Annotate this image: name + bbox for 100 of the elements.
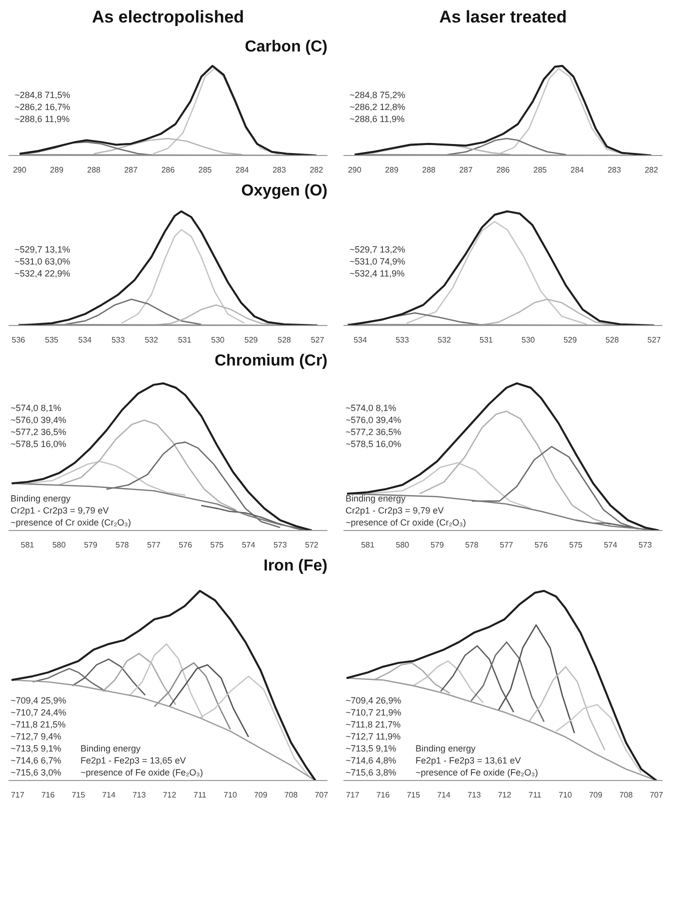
annotation: Binding energy <box>80 744 142 754</box>
annotation: Cr2p1 - Cr2p3 = 9,79 eV <box>10 506 109 516</box>
x-tick-label: 289 <box>50 166 64 174</box>
x-tick-label: 532 <box>438 336 452 344</box>
chart-subtitle: Iron (Fe) <box>264 558 328 574</box>
x-tick-label: 284 <box>236 166 250 174</box>
x-tick-label: 529 <box>244 336 258 344</box>
annotation: ~288,6 11,9% <box>350 114 405 124</box>
chart-subtitle: Oxygen (O) <box>241 182 328 200</box>
x-tick-label: 715 <box>406 790 421 800</box>
annotation: ~715,6 3,0% <box>10 768 62 778</box>
annotation: Binding energy <box>416 744 476 754</box>
annotation: Binding energy <box>346 494 406 504</box>
x-tick-label: 711 <box>194 790 207 800</box>
chart-subtitle: Carbon (C) <box>244 38 328 56</box>
annotation: ~576,0 39,4% <box>10 414 66 425</box>
x-tick-label: 287 <box>459 166 474 174</box>
annotation: ~578,5 16,0% <box>346 438 402 449</box>
annotation: ~531,0 63,0% <box>14 256 70 267</box>
annotation: ~286,2 16,7% <box>14 102 70 112</box>
annotation: Fe2p1 - Fe2p3 = 13,61 eV <box>416 756 521 766</box>
annotation: ~578,5 16,0% <box>10 438 66 449</box>
x-tick-label: 578 <box>465 540 480 550</box>
x-tick-label: 578 <box>116 540 130 550</box>
x-tick-label: 710 <box>224 790 238 800</box>
x-tick-label: 709 <box>588 790 603 800</box>
x-tick-label: 530 <box>522 336 536 344</box>
x-tick-label: 533 <box>396 336 410 344</box>
annotation: ~presence of Cr oxide (Cr₂O₃) <box>346 518 466 528</box>
x-tick-label: 290 <box>12 166 27 174</box>
annotation: ~574,0 8,1% <box>10 402 62 413</box>
x-tick-label: 715 <box>72 790 86 800</box>
x-tick-label: 579 <box>84 540 98 550</box>
x-tick-label: 576 <box>534 540 548 550</box>
annotation: ~713,5 9,1% <box>346 744 396 754</box>
x-tick-label: 574 <box>242 540 256 550</box>
x-tick-label: 581 <box>361 540 375 550</box>
x-tick-label: 285 <box>533 166 548 174</box>
x-tick-label: 527 <box>310 336 325 344</box>
x-tick-label: 713 <box>132 790 146 800</box>
annotation: ~532,4 11,9% <box>350 268 405 279</box>
x-tick-label: 531 <box>178 336 192 344</box>
x-tick-label: 577 <box>147 540 162 550</box>
annotation: ~709,4 26,9% <box>346 696 402 706</box>
annotation: ~714,6 4,8% <box>346 756 396 766</box>
annotation: ~710,7 24,4% <box>10 708 66 718</box>
x-tick-label: 288 <box>87 166 102 174</box>
x-tick-label: 579 <box>430 540 444 550</box>
annotation: ~284,8 75,2% <box>350 90 406 100</box>
annotation: ~576,0 39,4% <box>346 414 402 425</box>
x-tick-label: 285 <box>198 166 212 174</box>
x-tick-label: 712 <box>162 790 177 800</box>
annotation: ~713,5 9,1% <box>10 744 62 754</box>
x-tick-label: 282 <box>310 166 324 174</box>
x-tick-label: 534 <box>354 336 368 344</box>
annotation: ~286,2 12,8% <box>350 102 406 112</box>
x-tick-label: 572 <box>305 540 319 550</box>
x-tick-label: 575 <box>569 540 584 550</box>
x-tick-label: 712 <box>498 790 512 800</box>
annotation: ~709,4 25,9% <box>10 696 66 706</box>
annotation: ~574,0 8,1% <box>346 402 396 413</box>
annotation: Fe2p1 - Fe2p3 = 13,65 eV <box>80 756 186 766</box>
annotation: ~712,7 11,9% <box>346 732 401 742</box>
x-tick-label: 709 <box>254 790 268 800</box>
annotation: ~presence of Fe oxide (Fe₂O₃) <box>416 768 538 778</box>
x-tick-label: 529 <box>563 336 578 344</box>
annotation: ~529,7 13,2% <box>350 244 406 255</box>
chart-subtitle: Chromium (Cr) <box>214 352 328 370</box>
x-tick-label: 580 <box>52 540 66 550</box>
x-tick-label: 716 <box>376 790 390 800</box>
x-tick-label: 283 <box>272 166 287 174</box>
x-tick-label: 528 <box>605 336 620 344</box>
x-tick-label: 577 <box>500 540 514 550</box>
annotation: ~710,7 21,9% <box>346 708 402 718</box>
x-tick-label: 716 <box>41 790 56 800</box>
x-tick-label: 286 <box>161 166 176 174</box>
x-tick-label: 575 <box>210 540 224 550</box>
x-tick-label: 536 <box>12 336 26 344</box>
annotation: ~531,0 74,9% <box>350 256 406 267</box>
annotation: ~288,6 11,9% <box>14 114 70 124</box>
x-tick-label: 713 <box>467 790 482 800</box>
x-tick-label: 284 <box>570 166 584 174</box>
annotation: ~presence of Cr oxide (Cr₂O₃) <box>10 518 131 528</box>
annotation: Cr2p1 - Cr2p3 = 9,79 eV <box>346 506 444 516</box>
annotation: ~711,8 21,5% <box>10 720 66 730</box>
x-tick-label: 707 <box>314 790 329 800</box>
x-tick-label: 282 <box>644 166 659 174</box>
x-tick-label: 533 <box>111 336 126 344</box>
x-tick-label: 711 <box>528 790 542 800</box>
x-tick-label: 530 <box>211 336 226 344</box>
annotation: ~711,8 21,7% <box>346 720 401 730</box>
annotation: ~284,8 71,5% <box>14 90 70 100</box>
chart-title: As laser treated <box>439 8 567 26</box>
x-tick-label: 573 <box>273 540 288 550</box>
x-tick-label: 710 <box>558 790 573 800</box>
x-tick-label: 717 <box>10 790 25 800</box>
x-tick-label: 708 <box>619 790 634 800</box>
x-tick-label: 707 <box>650 790 664 800</box>
annotation: ~577,2 36,5% <box>346 426 402 437</box>
x-tick-label: 714 <box>437 790 451 800</box>
